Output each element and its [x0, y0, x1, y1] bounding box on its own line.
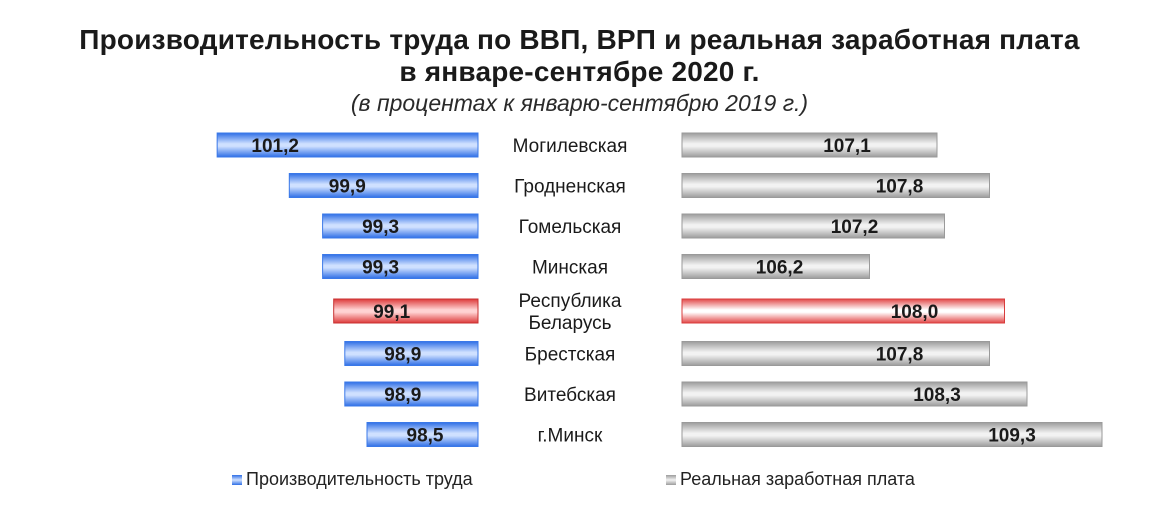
wage-value-label: 108,3 [913, 385, 961, 406]
legend-swatch-wage [666, 474, 676, 485]
category-label: Витебская [524, 385, 616, 406]
category-label: Беларусь [528, 313, 611, 334]
productivity-bar-highlight [333, 298, 479, 324]
productivity-bar [344, 381, 479, 407]
wage-bar [681, 254, 870, 279]
productivity-bar [288, 173, 479, 198]
category-label: Брестская [525, 345, 616, 366]
wage-value-label: 109,3 [988, 426, 1036, 447]
bars-layer: 101,2 107,1 Могилевская 99,9 107,8 Гродненска… [216, 132, 1103, 447]
productivity-value-label: 99,3 [362, 217, 399, 238]
wage-value-label: 107,2 [831, 217, 879, 238]
productivity-value-label: 99,1 [373, 302, 410, 323]
legend-label-productivity: Производительность труда [246, 469, 473, 489]
legend-item-wage: Реальная заработная плата [666, 469, 915, 490]
wage-bar [681, 132, 938, 158]
chart-title-line1: Производительность труда по ВВП, ВРП и р… [79, 24, 1080, 55]
category-label: Гомельская [519, 217, 622, 238]
productivity-value-label: 101,2 [251, 136, 299, 157]
wage-bar-highlight [681, 298, 1005, 324]
wage-bar [681, 422, 1103, 447]
wage-bar [681, 173, 990, 198]
productivity-value-label: 99,9 [329, 177, 366, 198]
productivity-value-label: 99,3 [362, 258, 399, 279]
wage-bar [681, 213, 945, 239]
productivity-bar [322, 213, 479, 239]
category-label: Минская [532, 258, 608, 279]
category-label: Республика [519, 291, 622, 312]
chart-title-line2: в январе-сентябре 2020 г. [399, 56, 760, 87]
productivity-bar [216, 132, 479, 158]
productivity-value-label: 98,9 [384, 345, 421, 366]
wage-bar [681, 341, 990, 366]
productivity-value-label: 98,9 [384, 385, 421, 406]
legend-swatch-productivity [232, 474, 242, 485]
productivity-bar [322, 254, 479, 279]
chart-subtitle: (в процентах к январю-сентябрю 2019 г.) [350, 90, 809, 116]
wage-bar [681, 381, 1028, 407]
category-label: г.Минск [538, 426, 603, 447]
wage-value-label: 107,1 [823, 136, 871, 157]
category-label: Гродненская [514, 177, 626, 198]
legend-item-productivity: Производительность труда [232, 469, 473, 490]
wage-value-label: 107,8 [876, 177, 924, 198]
productivity-bar [366, 422, 479, 447]
wage-value-label: 108,0 [891, 302, 939, 323]
category-label: Могилевская [513, 136, 628, 157]
productivity-value-label: 98,5 [407, 426, 444, 447]
wage-value-label: 106,2 [756, 258, 804, 279]
legend-label-wage: Реальная заработная плата [680, 469, 915, 489]
productivity-bar [344, 341, 479, 366]
wage-value-label: 107,8 [876, 345, 924, 366]
